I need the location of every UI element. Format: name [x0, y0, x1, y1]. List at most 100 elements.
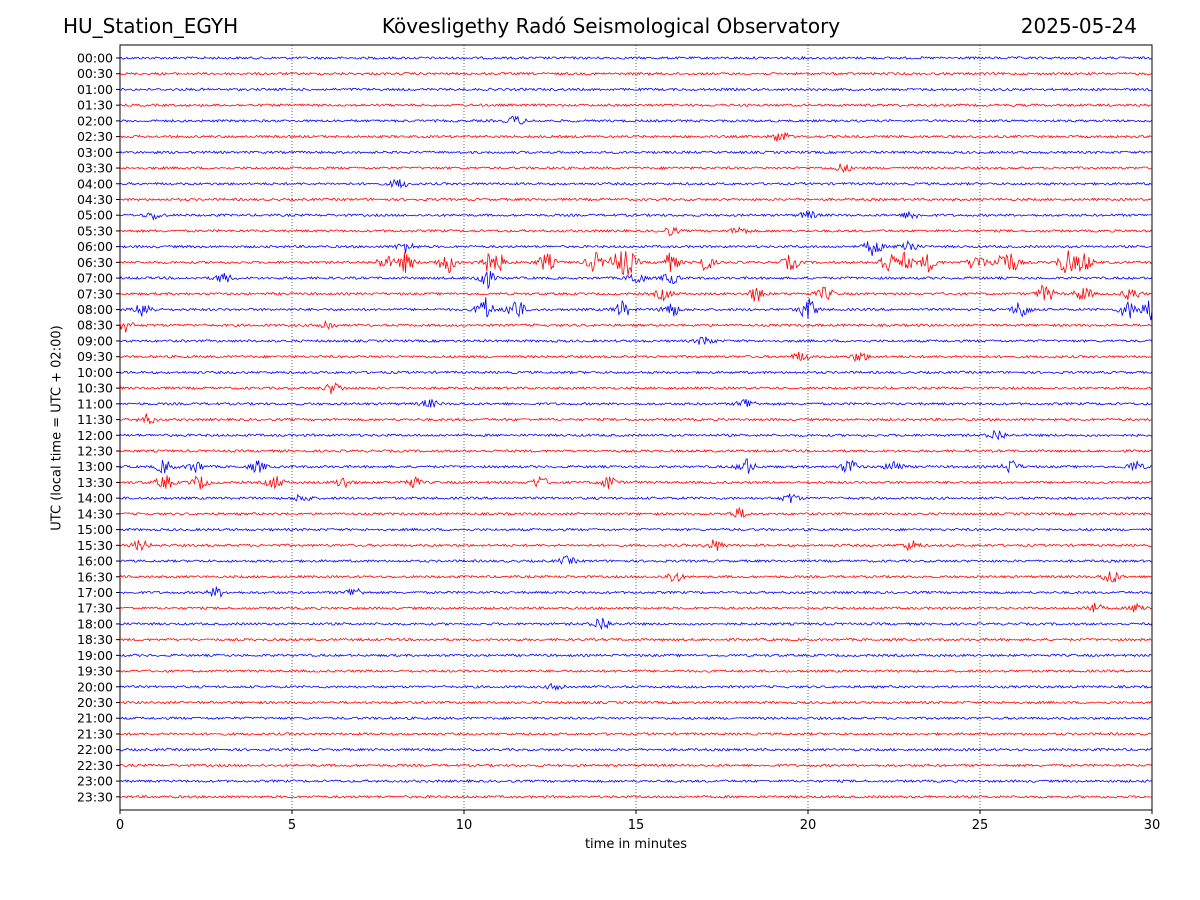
y-tick-label: 10:00: [77, 365, 113, 380]
trace-1200: [119, 429, 1153, 441]
trace-2300: [119, 779, 1153, 784]
y-tick-label: 07:00: [77, 271, 113, 286]
y-tick-label: 14:00: [77, 491, 113, 506]
station-name: HU_Station_EGYH: [63, 14, 239, 38]
trace-1600: [119, 555, 1152, 565]
y-tick-label: 16:30: [77, 569, 113, 584]
y-tick-label: 08:30: [77, 318, 113, 333]
y-tick-label: 23:30: [77, 789, 113, 804]
trace-0330: [119, 163, 1153, 174]
y-tick-label: 20:30: [77, 695, 113, 710]
trace-0200: [119, 115, 1153, 125]
trace-0000: [119, 55, 1153, 60]
trace-0700: [119, 270, 1153, 290]
y-tick-label: 01:30: [77, 98, 113, 113]
chart-date: 2025-05-24: [1020, 14, 1137, 38]
x-tick-label: 10: [456, 818, 473, 833]
trace-1400: [119, 493, 1153, 504]
x-tick-label: 25: [972, 818, 989, 833]
x-tick-label: 5: [288, 818, 296, 833]
y-tick-label: 12:00: [77, 428, 113, 443]
y-tick-label: 00:30: [77, 66, 113, 81]
y-tick-label: 20:00: [77, 679, 113, 694]
x-tick-label: 20: [800, 818, 817, 833]
trace-1230: [119, 449, 1153, 454]
trace-0930: [119, 351, 1153, 362]
y-tick-label: 15:00: [77, 522, 113, 537]
trace-1900: [119, 653, 1153, 658]
trace-1130: [119, 413, 1153, 425]
trace-1700: [119, 586, 1153, 598]
y-tick-label: 22:30: [77, 758, 113, 773]
trace-2330: [119, 794, 1153, 799]
y-tick-label: 14:30: [77, 506, 113, 521]
trace-1030: [119, 382, 1153, 395]
trace-0530: [119, 226, 1153, 237]
y-tick-label: 08:00: [77, 302, 113, 317]
trace-0830: [119, 319, 1153, 333]
y-tick-label: 19:30: [77, 664, 113, 679]
y-tick-label: 09:30: [77, 349, 113, 364]
y-tick-label: 04:30: [77, 192, 113, 207]
y-tick-label: 11:30: [77, 412, 113, 427]
y-tick-label: 15:30: [77, 538, 113, 553]
trace-0030: [119, 71, 1153, 76]
trace-1730: [119, 602, 1153, 613]
trace-2100: [119, 716, 1153, 721]
y-tick-label: 00:00: [77, 51, 113, 66]
trace-2230: [119, 763, 1153, 768]
y-tick-label: 17:30: [77, 601, 113, 616]
trace-1100: [119, 398, 1153, 408]
trace-0300: [119, 150, 1153, 155]
y-tick-label: 23:00: [77, 774, 113, 789]
observatory-title: Kövesligethy Radó Seismological Observat…: [381, 14, 841, 38]
y-tick-label: 02:30: [77, 129, 113, 144]
trace-0800: [119, 297, 1153, 321]
trace-0630: [119, 250, 1153, 276]
trace-1500: [119, 527, 1153, 532]
trace-1930: [119, 669, 1152, 674]
trace-2030: [119, 700, 1153, 705]
trace-1530: [119, 539, 1153, 552]
trace-0600: [119, 239, 1153, 257]
trace-1000: [119, 370, 1153, 375]
y-tick-label: 21:00: [77, 711, 113, 726]
y-tick-label: 10:30: [77, 381, 113, 396]
y-tick-label: 18:00: [77, 616, 113, 631]
y-tick-label: 11:00: [77, 396, 113, 411]
trace-0400: [119, 178, 1153, 189]
y-tick-label: 09:00: [77, 333, 113, 348]
trace-0430: [119, 197, 1153, 202]
y-tick-label: 01:00: [77, 82, 113, 97]
trace-0730: [119, 284, 1153, 302]
trace-0100: [119, 87, 1153, 92]
trace-1330: [119, 475, 1153, 490]
y-tick-label: 16:00: [77, 554, 113, 569]
y-axis-label: UTC (local time = UTC + 02:00): [49, 325, 65, 531]
trace-0130: [119, 103, 1153, 108]
y-tick-label: 21:30: [77, 726, 113, 741]
y-tick-label: 04:00: [77, 176, 113, 191]
y-tick-label: 02:00: [77, 113, 113, 128]
y-tick-label: 03:30: [77, 161, 113, 176]
trace-0500: [119, 210, 1153, 221]
y-tick-label: 06:00: [77, 239, 113, 254]
y-tick-label: 06:30: [77, 255, 113, 270]
trace-0230: [120, 132, 1153, 142]
y-tick-label: 13:00: [77, 459, 113, 474]
y-tick-label: 18:30: [77, 632, 113, 647]
x-axis-label: time in minutes: [584, 837, 688, 852]
y-tick-label: 07:30: [77, 286, 113, 301]
y-tick-label: 05:30: [77, 223, 113, 238]
trace-1300: [119, 458, 1153, 474]
trace-1830: [119, 637, 1153, 642]
y-tick-label: 17:00: [77, 585, 113, 600]
y-tick-label: 22:00: [77, 742, 113, 757]
trace-1630: [119, 571, 1153, 583]
trace-2200: [119, 747, 1153, 752]
y-tick-label: 05:00: [77, 208, 113, 223]
x-tick-label: 30: [1144, 818, 1161, 833]
trace-1800: [119, 617, 1153, 631]
x-tick-label: 0: [116, 818, 124, 833]
